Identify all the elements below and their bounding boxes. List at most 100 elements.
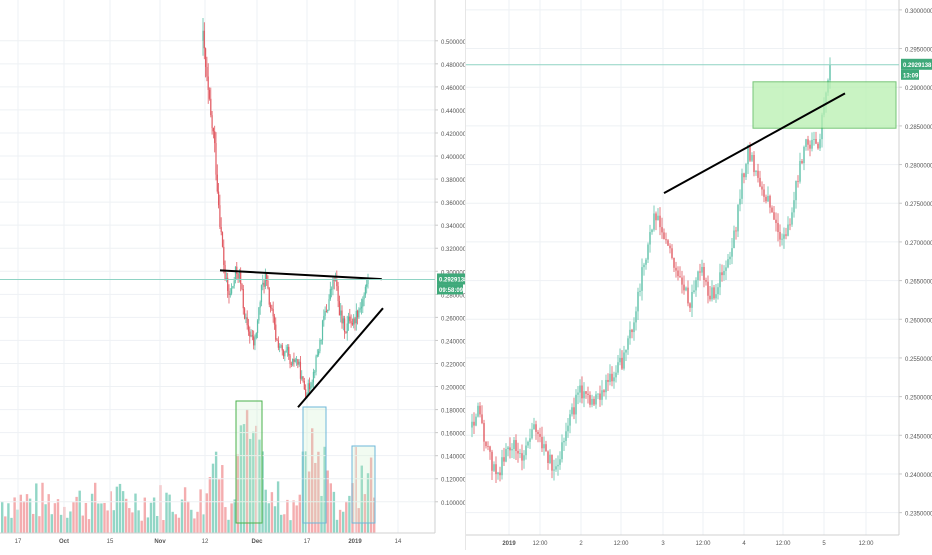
candle-body (751, 155, 753, 161)
candle-body (703, 266, 705, 280)
candle-body (301, 376, 303, 379)
resistance-trend-line[interactable] (219, 269, 383, 281)
right-chart-pane[interactable]: 0.3000000 0.2950000 0.2900000 0.2850000 0.28… (466, 0, 932, 550)
volume-bar (7, 503, 10, 533)
candle-body (359, 308, 361, 310)
candle-body (683, 284, 685, 291)
x-tick-label: 15 (107, 539, 114, 545)
candle-body (350, 321, 352, 324)
candle-body (336, 279, 338, 287)
candle-body (727, 259, 729, 268)
candle-body (241, 283, 243, 289)
candle-body (585, 391, 587, 394)
volume-bar (121, 491, 125, 533)
volume-bar (245, 409, 249, 533)
candle-body (256, 320, 259, 334)
candle-body (211, 115, 213, 129)
volume-bar (162, 520, 165, 533)
candle-body (687, 287, 689, 304)
volume-bar (143, 497, 146, 533)
candle-body (303, 381, 305, 390)
candle-body (349, 316, 351, 322)
current-price-label: 0.2929138 (903, 63, 932, 69)
candle-body (253, 336, 255, 346)
right-candlestick-chart[interactable]: 0.3000000 0.2950000 0.2900000 0.2850000 0.28… (466, 0, 932, 550)
candle-body (705, 279, 707, 282)
ascending-trend-line[interactable] (663, 92, 846, 195)
candle-body (328, 299, 330, 310)
candle-body (573, 407, 575, 415)
volume-bar (199, 489, 202, 533)
volume-bar (168, 494, 171, 533)
candle-body (799, 161, 801, 182)
candle-body (351, 323, 354, 325)
y-tick-label: 0.2700000 (905, 241, 932, 247)
candle-body (341, 310, 343, 324)
volume-bar (267, 503, 270, 533)
y-tick-label: 0.2600000 (905, 318, 932, 324)
candle-body (312, 371, 315, 383)
candle-body (363, 294, 365, 300)
candle-body (242, 288, 244, 309)
candle-body (543, 444, 545, 449)
volume-bar (19, 494, 22, 533)
candle-body (263, 282, 265, 287)
candle-body (505, 449, 507, 462)
candle-body (358, 309, 360, 318)
volume-bar (10, 517, 13, 533)
candle-body (315, 356, 317, 372)
candle-body (259, 302, 261, 308)
x-tick-label: Oct (59, 539, 69, 545)
volume-bar (202, 514, 205, 533)
volume-bar (270, 492, 274, 533)
volume-bar (280, 514, 283, 533)
candle-body (571, 407, 573, 415)
candle-body (329, 289, 331, 300)
candle-body (247, 325, 250, 332)
volume-bar (252, 431, 255, 533)
candle-body (513, 440, 515, 450)
candle-body (647, 244, 649, 260)
candle-body (523, 455, 525, 461)
candle-body (284, 352, 286, 357)
candle-body (603, 390, 605, 393)
candle-body (337, 286, 339, 302)
volume-bar (134, 493, 137, 533)
candle-body (260, 284, 263, 303)
y-tick-label: 0.3000000 (905, 9, 932, 15)
y-tick-label: 0.3800000 (441, 178, 466, 184)
candle-body (509, 447, 511, 451)
candle-body (785, 234, 787, 236)
candle-body (673, 258, 675, 268)
volume-bar (354, 447, 357, 533)
candle-body (805, 139, 807, 147)
support-trend-line[interactable] (297, 307, 384, 408)
candle-body (288, 346, 290, 356)
candle-body (807, 139, 809, 145)
candle-body (273, 316, 276, 325)
candle-body (264, 274, 266, 287)
volume-bar (140, 520, 143, 533)
volume-bar (100, 503, 103, 533)
candle-body (232, 286, 234, 289)
volume-bar (292, 500, 295, 533)
volume-bar (90, 493, 94, 533)
candle-body (483, 423, 485, 442)
candle-body (285, 350, 287, 353)
pane-divider[interactable] (465, 0, 466, 550)
volume-bar (233, 499, 236, 533)
volume-bar (264, 489, 267, 533)
candle-body (763, 189, 765, 197)
y-tick-label: 0.2600000 (441, 316, 466, 322)
candle-body (625, 349, 627, 353)
candle-body (347, 316, 350, 324)
y-tick-label: 0.2500000 (905, 396, 932, 402)
candle-body (311, 382, 313, 387)
candle-body (699, 271, 701, 273)
volume-bar (221, 465, 224, 533)
candle-body (637, 291, 639, 312)
candle-body (797, 180, 799, 182)
